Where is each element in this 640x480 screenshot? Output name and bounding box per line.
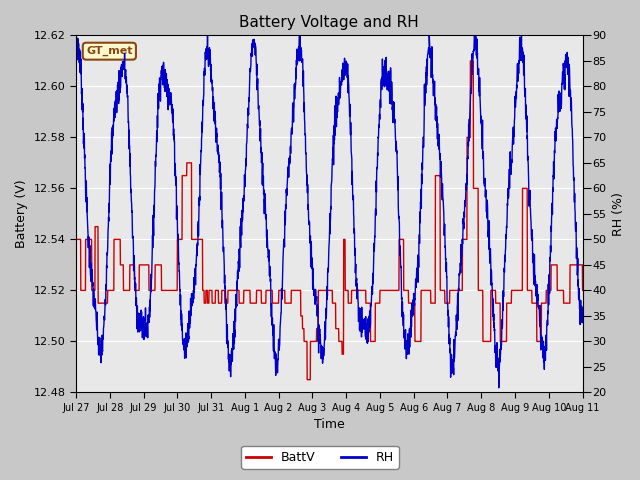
Y-axis label: RH (%): RH (%) bbox=[612, 192, 625, 236]
Legend: BattV, RH: BattV, RH bbox=[241, 446, 399, 469]
Y-axis label: Battery (V): Battery (V) bbox=[15, 180, 28, 248]
Title: Battery Voltage and RH: Battery Voltage and RH bbox=[239, 15, 419, 30]
Text: GT_met: GT_met bbox=[86, 46, 132, 56]
X-axis label: Time: Time bbox=[314, 419, 345, 432]
